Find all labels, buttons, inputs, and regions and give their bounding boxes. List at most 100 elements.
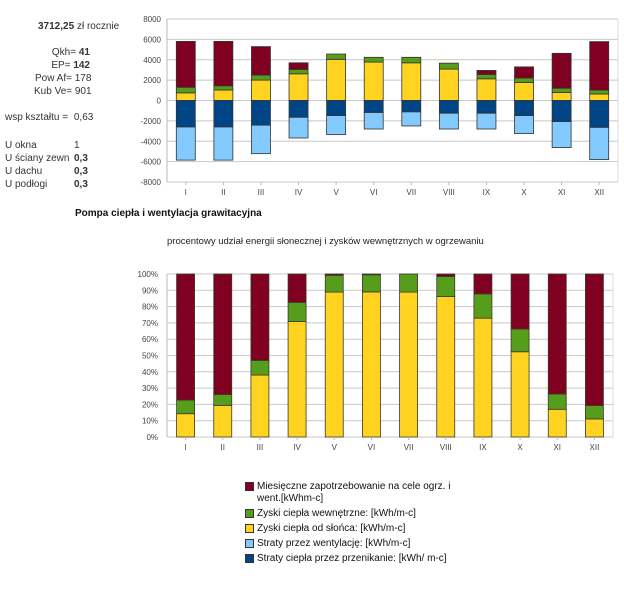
bar-segment-solar_gains [250,374,270,438]
x-tick-label: III [257,443,264,452]
legend-item-demand: Miesięczne zapotrzebowanie na cele ogrz.… [245,481,462,505]
y-tick-label: 80% [142,303,158,312]
bar-segment-solar_gains [436,296,456,438]
y-tick-label: 8000 [143,15,161,24]
x-tick-label: III [258,188,265,197]
bar-segment-internal_gains [251,74,271,81]
u-value-row: U podłogi 0,3 [5,179,88,190]
percent-chart-title: procentowy udział energii słonecznej i z… [167,236,484,247]
u-value-row: U ściany zewn 0,3 [5,153,88,164]
bar-segment-ventilation_losses [175,126,196,161]
legend-item-internal_gains: Zyski ciepła wewnętrzne: [kWh/m-c] [245,508,462,520]
u-value-label: U okna [5,140,37,151]
bar-segment-internal_gains [288,69,309,75]
bar-segment-demand [213,41,234,87]
bar-segment-transmission_losses [363,100,384,113]
bar-segment-demand [510,273,530,330]
y-tick-label: 100% [138,270,158,279]
percent-share-chart: 0%10%20%30%40%50%60%70%80%90%100%I II III I… [138,270,614,452]
x-tick-label: IV [295,188,303,197]
bar-segment-solar_gains [476,78,497,101]
bar-segment-transmission_losses [514,100,534,116]
bar-segment-ventilation_losses [401,111,422,127]
bar-segment-transmission_losses [438,100,459,114]
bar-segment-solar_gains [473,317,493,438]
bar-segment-internal_gains [514,77,534,83]
x-tick-label: IX [483,188,491,197]
shape-factor-value: 0,63 [73,112,94,123]
x-tick-label: VIII [440,443,452,452]
kub-row: Kub Ve= 901 [34,86,92,97]
bar-segment-transmission_losses [288,100,309,118]
legend-label: Zyski ciepła od słońca: [kWh/m-c] [257,523,406,534]
bar-segment-internal_gains [551,87,572,93]
x-tick-label: XI [553,443,561,452]
x-tick-label: VIII [443,188,455,197]
bar-segment-demand [551,52,572,89]
x-tick-label: XII [590,443,600,452]
y-tick-label: -8000 [141,178,162,187]
y-tick-label: -6000 [141,158,162,167]
u-value: 0,3 [74,166,88,177]
y-tick-label: 6000 [143,35,161,44]
y-tick-label: 20% [142,400,158,409]
ep-row: EP= 142 [20,60,90,71]
legend-item-ventilation_losses: Straty przez wentylację: [kWh/m-c] [245,538,462,550]
ep-label: EP= [51,60,71,71]
y-tick-label: -2000 [141,117,162,126]
bar-segment-solar_gains [547,408,567,438]
u-value-row: U dachu 0,3 [5,166,88,177]
bar-segment-internal_gains [547,393,567,410]
bar-segment-demand [473,273,493,295]
bar-segment-internal_gains [175,86,196,94]
legend-item-transmission_losses: Straty ciepła przez przenikanie: [kWh/ m… [245,553,462,565]
x-tick-label: V [332,443,338,452]
u-value: 1 [74,140,80,151]
legend-item-solar_gains: Zyski ciepła od słońca: [kWh/m-c] [245,523,462,535]
bar-segment-internal_gains [473,293,493,319]
bar-segment-solar_gains [589,93,610,101]
x-tick-label: VI [370,188,378,197]
bar-segment-solar_gains [438,68,459,101]
bar-segment-internal_gains [213,85,234,91]
y-tick-label: 90% [142,286,158,295]
bar-segment-demand [362,273,381,276]
bar-segment-internal_gains [589,89,610,95]
x-tick-label: I [185,188,187,197]
x-tick-label: VI [368,443,376,452]
bar-segment-solar_gains [213,89,234,101]
y-tick-label: 30% [142,384,158,393]
y-tick-label: 0% [146,433,158,442]
bar-segment-solar_gains [176,413,195,438]
legend-label: Miesięczne zapotrzebowanie na cele ogrz.… [257,481,451,504]
legend-swatch [245,524,254,533]
bar-segment-internal_gains [362,274,381,293]
u-value: 0,3 [74,153,88,164]
bar-segment-ventilation_losses [326,115,347,136]
bar-segment-internal_gains [176,399,195,415]
bar-segment-solar_gains [399,291,418,438]
bar-segment-solar_gains [288,73,309,101]
bar-segment-solar_gains [363,61,384,101]
legend-swatch [245,509,254,518]
bar-segment-demand [585,273,604,406]
section-title: Pompa ciepła i wentylacja grawitacyjna [75,208,262,219]
qkh-row: Qkh= 41 [20,47,90,58]
bar-segment-internal_gains [476,74,497,80]
bar-segment-demand [547,273,567,395]
x-tick-label: IX [479,443,487,452]
annual-cost-value: 3712,25 [38,21,75,32]
bar-segment-ventilation_losses [363,112,384,130]
bar-segment-internal_gains [585,405,604,420]
kub-label: Kub Ve= [34,86,73,97]
y-tick-label: -4000 [141,137,162,146]
y-tick-label: 4000 [143,56,161,65]
bar-segment-internal_gains [324,274,344,293]
bar-segment-solar_gains [510,351,530,438]
bar-segment-internal_gains [438,62,459,70]
shape-factor-row: wsp kształtu = 0,63 [5,112,93,123]
ep-value: 142 [73,60,90,71]
u-value: 0,3 [74,179,88,190]
bar-segment-demand [324,273,344,276]
bar-segment-transmission_losses [401,100,422,113]
